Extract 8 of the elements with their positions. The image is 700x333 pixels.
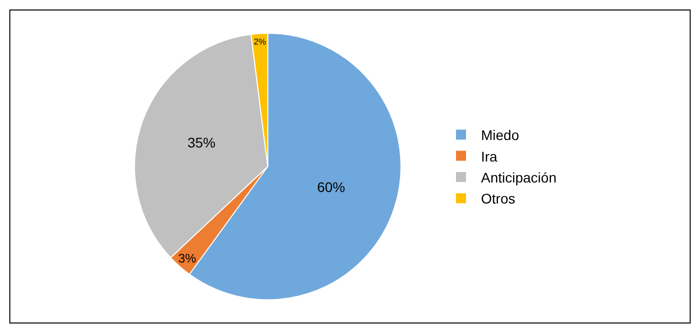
- legend-label: Otros: [481, 190, 516, 207]
- legend-label: Ira: [481, 148, 498, 164]
- data-label: 35%: [187, 134, 216, 151]
- legend-label: Anticipación: [481, 169, 556, 186]
- data-label: 60%: [317, 179, 346, 196]
- legend-label: Miedo: [481, 127, 520, 144]
- data-label: 2%: [254, 36, 266, 46]
- data-label: 3%: [178, 251, 196, 266]
